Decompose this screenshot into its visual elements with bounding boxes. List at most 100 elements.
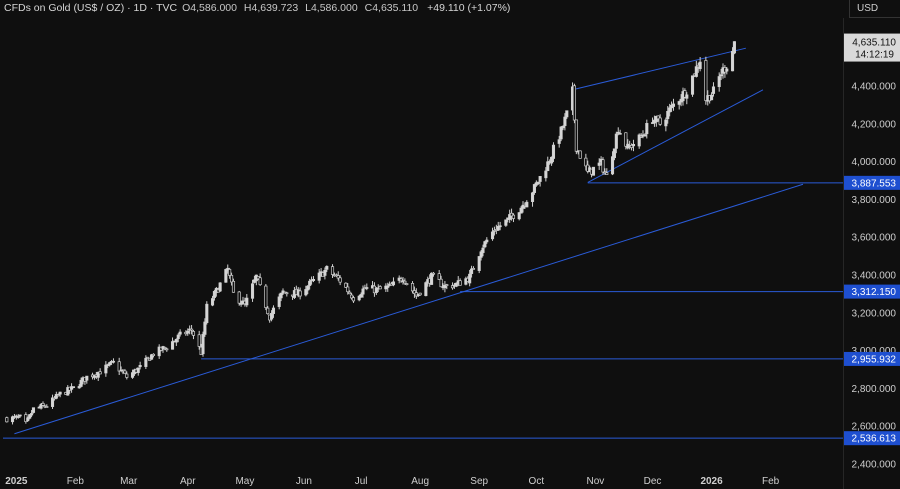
y-tick-label: 4,400.000 [852, 82, 897, 93]
last-price-marker[interactable] [844, 33, 900, 62]
candle-body [437, 273, 441, 280]
candle-body [39, 404, 43, 409]
level-price-label: 3,312.150 [852, 287, 897, 298]
candle-body [304, 289, 308, 296]
x-tick-label: Nov [586, 476, 604, 487]
symbol-label[interactable]: CFDs on Gold (US$ / OZ) · 1D · TVC [4, 2, 178, 14]
candle-body [431, 272, 436, 275]
candle-body [410, 283, 415, 292]
candle-body [517, 212, 521, 220]
candle-body [16, 416, 20, 418]
candle-body [550, 156, 554, 164]
candle-body [656, 115, 660, 120]
chart-header: CFDs on Gold (US$ / OZ) · 1D · TVC O4,58… [4, 2, 510, 16]
candle-body [574, 119, 578, 152]
candle-body [357, 295, 361, 301]
candle-body [18, 414, 22, 417]
candle-body [271, 307, 276, 314]
candle-body [405, 283, 409, 285]
candle-body [58, 391, 62, 395]
level-price-marker[interactable] [844, 431, 900, 446]
x-tick-label: Feb [762, 476, 780, 487]
candle-body [117, 361, 121, 372]
candle-body [536, 181, 540, 185]
candle-body [532, 184, 536, 193]
candle-body [612, 148, 616, 159]
candle-body [563, 116, 567, 127]
candle-body [597, 162, 601, 166]
trendline-2[interactable] [572, 47, 746, 91]
candle-body [92, 375, 96, 378]
candle-body [325, 265, 329, 270]
candle-body [201, 333, 205, 355]
candle-body [270, 312, 274, 320]
candle-body [546, 161, 550, 172]
candle-body [698, 61, 702, 70]
candle-body [197, 334, 201, 347]
candle-body [578, 150, 582, 159]
candle-body [361, 288, 365, 295]
candle-body [378, 286, 382, 290]
candle-body [677, 101, 681, 105]
candle-body [148, 358, 152, 361]
candle-body [119, 369, 123, 372]
candle-body [170, 341, 175, 350]
level-price-label: 2,955.932 [852, 354, 897, 365]
candle-body [565, 110, 569, 118]
candle-body [230, 274, 234, 283]
currency-selector[interactable]: USD [849, 0, 900, 18]
candle-body [530, 192, 535, 202]
candle-body [26, 417, 30, 422]
candle-body [212, 290, 216, 298]
candle-body [618, 132, 622, 135]
candle-body [50, 397, 55, 407]
candle-body [338, 277, 342, 283]
candle-body [498, 225, 502, 228]
candle-body [250, 283, 255, 299]
candle-body [391, 281, 396, 286]
y-tick-label: 3,000.000 [852, 346, 897, 357]
candle-body [56, 394, 60, 397]
trendline-1[interactable] [14, 183, 804, 435]
candle-body [130, 372, 135, 378]
y-tick-label: 4,000.000 [852, 157, 897, 168]
open-value: O4,586.000 [182, 2, 237, 14]
last-price-label: 4,635.110 [852, 38, 896, 49]
candle-body [443, 284, 447, 289]
level-price-label: 2,536.613 [852, 434, 897, 445]
candle-body [66, 387, 70, 396]
candle-body [323, 269, 327, 276]
level-price-marker[interactable] [844, 351, 900, 366]
candle-body [205, 303, 209, 323]
candle-body [591, 166, 596, 176]
candle-body [264, 285, 268, 308]
candle-body [386, 285, 390, 288]
candle-body [245, 297, 249, 306]
candle-body [664, 119, 668, 127]
candle-body [671, 103, 676, 107]
candle-body [258, 277, 262, 286]
candle-body [266, 307, 270, 315]
y-tick-label: 3,400.000 [852, 271, 897, 282]
candle-body [54, 394, 58, 399]
candle-body [186, 330, 190, 334]
candle-body [601, 159, 605, 173]
candle-body [330, 266, 335, 275]
candle-body [317, 272, 321, 281]
change-value: +49.110 (+1.07%) [427, 2, 511, 14]
level-price-marker[interactable] [844, 175, 900, 190]
candle-body [28, 414, 32, 419]
trendline-3[interactable] [587, 89, 764, 183]
level-price-marker[interactable] [844, 284, 900, 299]
candle-body [658, 117, 662, 125]
candle-body [285, 292, 289, 295]
x-tick-label: Dec [644, 476, 662, 487]
candle-body [557, 139, 561, 144]
candle-body [104, 364, 108, 374]
candle-body [403, 280, 407, 284]
candle-body [639, 135, 643, 138]
candle-body [359, 294, 363, 298]
candle-body [584, 157, 588, 167]
candle-body [479, 251, 483, 258]
